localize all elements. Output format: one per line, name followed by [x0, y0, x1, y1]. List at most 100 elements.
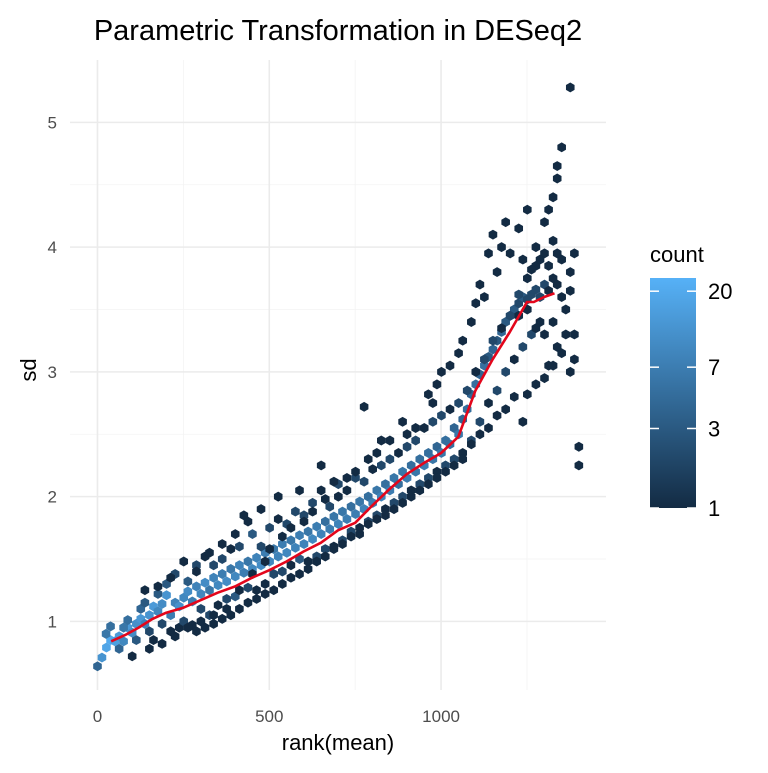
hex-cell — [368, 464, 377, 475]
hex-cell — [548, 192, 558, 203]
hex-cell — [531, 323, 541, 334]
hex-cell — [475, 416, 485, 427]
hex-cell — [432, 441, 442, 452]
hex-cell — [467, 317, 476, 327]
hex-cell — [140, 585, 150, 596]
hex-cell — [93, 661, 102, 672]
grid — [70, 60, 606, 690]
hex-cell — [377, 435, 386, 446]
hex-cell — [265, 544, 274, 554]
x-tick-label: 500 — [255, 707, 283, 726]
hex-cell — [552, 161, 562, 171]
hex-cell — [432, 379, 442, 390]
hex-cell — [565, 267, 575, 278]
x-tick-label: 1000 — [422, 707, 460, 726]
hex-cell — [209, 618, 218, 629]
hex-cell — [509, 354, 519, 365]
hex-cell — [316, 485, 326, 496]
hex-cell — [273, 514, 283, 525]
hex-cell — [454, 348, 463, 359]
hex-cell — [467, 439, 476, 450]
hex-cell — [570, 248, 579, 259]
hex-cell — [552, 248, 562, 259]
hex-cell — [458, 448, 468, 458]
hex-cell — [312, 521, 321, 532]
hex-cell — [540, 248, 549, 259]
hex-cell — [449, 423, 459, 433]
hex-cell — [557, 292, 566, 302]
hex-cell — [226, 544, 236, 554]
hex-cell — [222, 576, 231, 587]
hex-cell — [518, 341, 528, 352]
hex-cell — [235, 585, 244, 596]
hex-cell — [205, 585, 214, 596]
legend-title: count — [650, 242, 704, 267]
hex-cell — [437, 410, 446, 421]
hex-cell — [132, 635, 141, 646]
hex-cell — [377, 460, 386, 471]
hex-cell — [316, 529, 326, 540]
hex-cell — [406, 460, 416, 471]
hex-cell — [359, 401, 369, 412]
hex-cell — [398, 416, 407, 427]
hex-cell — [518, 254, 528, 265]
hex-cell — [329, 511, 339, 522]
hex-cell — [222, 593, 231, 604]
hex-cell — [217, 539, 227, 549]
hex-cell — [278, 531, 287, 542]
hex-cell — [363, 519, 373, 530]
legend-tick-label: 1 — [708, 496, 720, 521]
hex-cell — [471, 298, 481, 309]
hex-cell — [441, 460, 450, 471]
hex-cell — [389, 472, 399, 483]
hex-cell — [424, 448, 433, 458]
hex-cell — [170, 631, 180, 642]
hex-cell — [329, 476, 339, 487]
hex-cell — [381, 510, 390, 521]
hex-cell — [213, 580, 223, 591]
y-tick-label: 5 — [48, 113, 57, 132]
hex-cell — [548, 235, 558, 246]
hex-cell — [200, 622, 210, 633]
hex-cell — [381, 479, 390, 490]
hex-cell — [334, 519, 343, 530]
hex-cell — [119, 636, 128, 647]
hex-cell — [157, 638, 167, 649]
hex-cell — [260, 556, 270, 567]
hex-cell — [462, 385, 472, 396]
hex-cell — [540, 373, 549, 384]
hex-cell — [419, 423, 429, 433]
hex-cell — [531, 242, 541, 253]
hex-cell — [278, 566, 287, 577]
hex-cell — [295, 485, 304, 496]
hex-cell — [514, 289, 524, 300]
hex-cell — [286, 522, 296, 533]
hex-cell — [269, 569, 279, 579]
hex-cell — [157, 598, 167, 609]
hex-cell — [217, 554, 227, 564]
legend-tick-label: 20 — [708, 279, 732, 304]
hex-cell — [475, 429, 485, 440]
hex-cell — [291, 506, 300, 517]
hex-cell — [368, 497, 377, 508]
hex-cell — [338, 539, 347, 549]
hex-cell — [398, 491, 407, 502]
hex-cell — [501, 217, 510, 228]
hex-cell — [303, 526, 313, 537]
hex-cell — [561, 329, 571, 340]
hex-cell — [484, 248, 493, 259]
hex-cell — [140, 597, 150, 608]
hex-cell — [565, 366, 575, 377]
hex-cell — [480, 354, 489, 365]
hex-cell — [260, 579, 270, 589]
hex-cell — [540, 217, 549, 228]
hex-cell — [561, 304, 571, 315]
hex-cell — [445, 404, 455, 415]
hex-cell — [458, 454, 468, 465]
hex-cell — [565, 285, 575, 296]
hex-cell — [570, 329, 579, 340]
hex-cell — [540, 329, 549, 340]
hex-cell — [196, 588, 206, 599]
hex-cell — [565, 82, 575, 93]
hex-cell — [432, 472, 442, 483]
